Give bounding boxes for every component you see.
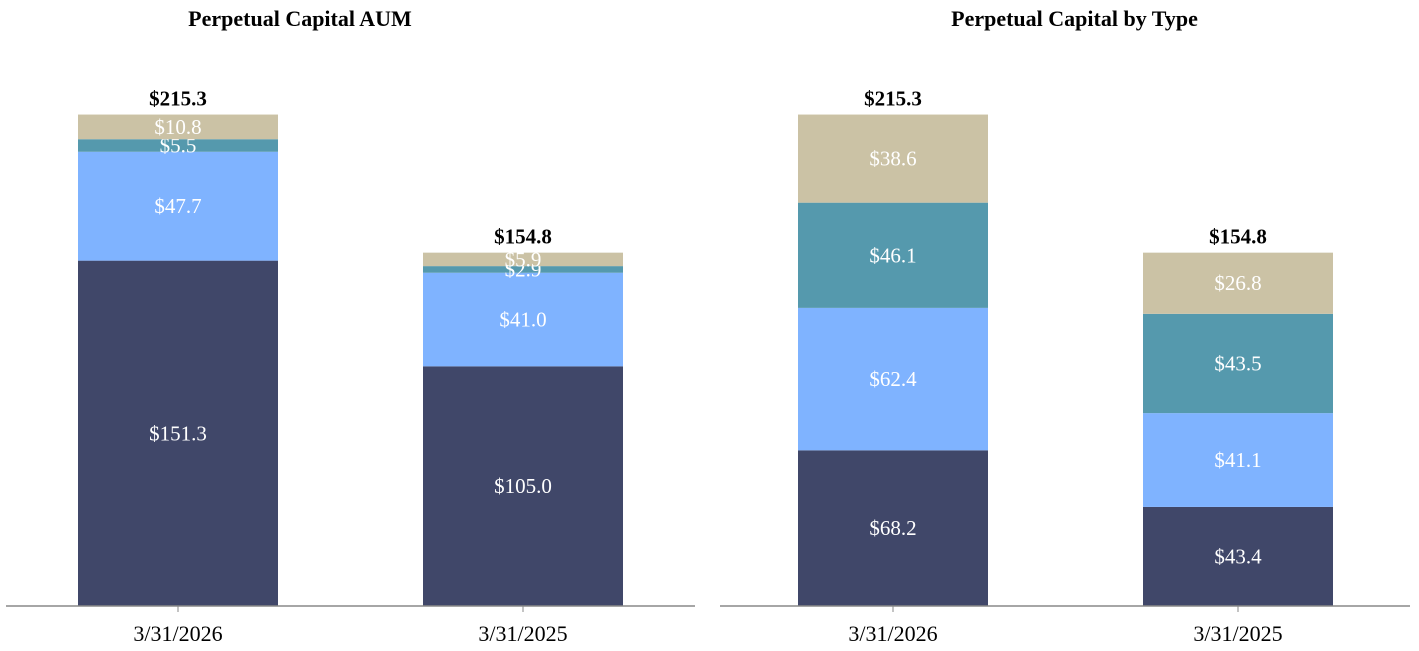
chart-plot-aum: $151.3$47.7$5.5$10.8$215.33/31/2026$105.…	[6, 87, 695, 646]
data-label: $68.2	[869, 516, 916, 540]
x-tick-label: 3/31/2026	[133, 621, 222, 646]
total-label: $215.3	[864, 87, 922, 111]
bar-segment	[78, 139, 278, 152]
data-label: $26.8	[1214, 271, 1261, 295]
bar-segment	[1143, 413, 1333, 507]
bar-segment	[1143, 313, 1333, 414]
data-label: $62.4	[869, 367, 917, 391]
bar-segment	[423, 366, 623, 606]
data-label: $38.6	[869, 147, 916, 171]
bar-segment	[1143, 252, 1333, 314]
data-label: $43.4	[1214, 544, 1262, 568]
total-label: $215.3	[149, 87, 207, 111]
data-label: $47.7	[154, 194, 201, 218]
bar-segment	[798, 450, 988, 606]
bar-segment	[1143, 506, 1333, 606]
total-label: $154.8	[1209, 225, 1267, 249]
bar-segment	[78, 114, 278, 140]
bar-segment	[78, 260, 278, 606]
data-label: $10.8	[154, 115, 201, 139]
data-label: $41.1	[1214, 448, 1261, 472]
chart-plot-by-type: $68.2 $62.4 $46.1 $38.6 $215.3 3/31/2026 $43.4…	[720, 87, 1410, 646]
bar-segment	[423, 272, 623, 367]
bar-segment	[78, 151, 278, 261]
chart-title: Perpetual Capital AUM	[188, 6, 412, 31]
x-tick-label: 3/31/2025	[478, 621, 567, 646]
bar-segment	[798, 307, 988, 451]
data-label: $41.0	[499, 308, 546, 332]
bar-segment	[423, 266, 623, 273]
x-tick-label: 3/31/2025	[1193, 621, 1282, 646]
data-label: $151.3	[149, 421, 207, 445]
chart-panel-by-type: Perpetual Capital by Type $68.2 $62.4 $46.…	[710, 0, 1419, 651]
bar-segment	[423, 252, 623, 267]
total-label: $154.8	[494, 225, 552, 249]
data-label: $43.5	[1214, 351, 1261, 375]
data-label: $5.9	[505, 247, 542, 271]
data-label: $46.1	[869, 243, 916, 267]
bar-segment	[798, 114, 988, 203]
chart-panel-aum: Perpetual Capital AUM $151.3 $47.7 $5.5 $10…	[6, 6, 695, 646]
data-label: $105.0	[494, 474, 552, 498]
bar-segment	[798, 202, 988, 308]
chart-title: Perpetual Capital by Type	[951, 6, 1198, 31]
x-tick-label: 3/31/2026	[848, 621, 937, 646]
